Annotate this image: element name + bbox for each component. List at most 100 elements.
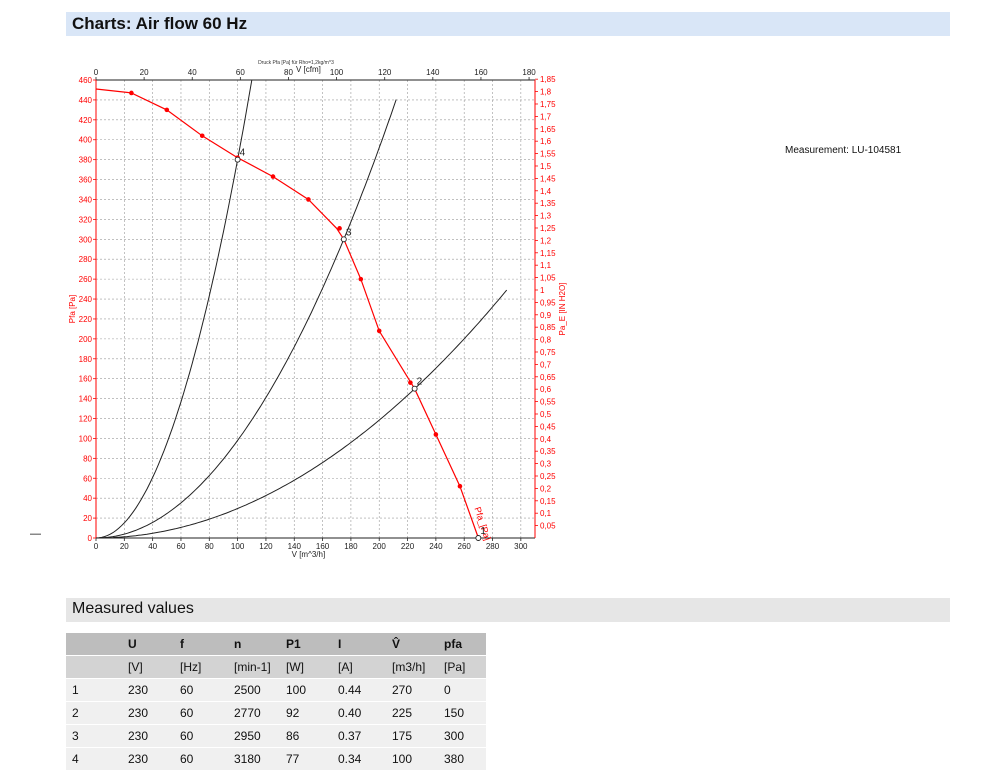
y-tick-label: 220 (79, 315, 93, 324)
y-tick-label: 0 (88, 534, 93, 543)
right-axis-tick-label: 1,45 (540, 174, 556, 183)
table-cell: 2950 (228, 724, 280, 748)
col-header-pfa: pfa (438, 633, 486, 656)
right-axis-tick-label: 1,55 (540, 150, 556, 159)
table-row: 2 230 60 2770 92 0.40 225 150 (66, 701, 486, 725)
x-tick-label: 240 (429, 542, 443, 551)
right-axis-tick-label: 0,95 (540, 298, 556, 307)
y-axis-label: Pfa [Pa] (68, 295, 77, 323)
top-axis-tick-label: 100 (330, 68, 344, 77)
y-tick-label: 320 (79, 215, 93, 224)
airflow-chart: Druck Pfa [Pa] für Rho=1,2kg/m^30 20 40 60 8… (68, 60, 567, 559)
table-cell: 60 (174, 701, 228, 725)
fan-curve-marker (164, 107, 170, 113)
right-axis-tick-label: 0,85 (540, 323, 556, 332)
right-axis-tick-label: 1,35 (540, 199, 556, 208)
right-axis-tick-label: 0,7 (540, 360, 552, 369)
x-tick-label: 260 (458, 542, 472, 551)
y-tick-label: 440 (79, 96, 93, 105)
y-tick-label: 280 (79, 255, 93, 264)
right-axis-label: Pa_E [IN H2O] (558, 283, 567, 336)
top-axis-tick-label: 140 (426, 68, 440, 77)
table-cell: 0.34 (332, 747, 386, 771)
y-tick-label: 100 (79, 434, 93, 443)
x-axis-label: V [m^3/h] (292, 550, 326, 559)
system-curve (95, 80, 253, 539)
unit-cell: [W] (280, 655, 332, 679)
table-row: 1 230 60 2500 100 0.44 270 0 (66, 678, 486, 702)
top-axis-tick-label: 180 (522, 68, 536, 77)
table-cell: 0.44 (332, 678, 386, 702)
table-cell: 86 (280, 724, 332, 748)
y-tick-label: 240 (79, 295, 93, 304)
table-cell: 150 (438, 701, 486, 725)
col-header-v: V̂ (386, 633, 438, 656)
y-tick-label: 180 (79, 355, 93, 364)
table-header-units: [V] [Hz] [min-1] [W] [A] [m3/h] [Pa] (66, 655, 486, 679)
y-tick-label: 20 (83, 514, 92, 523)
right-axis-tick-label: 1,65 (540, 125, 556, 134)
operating-point-marker (411, 385, 418, 392)
y-tick-label: 460 (79, 76, 93, 85)
fan-curve-marker (306, 197, 311, 202)
table-cell: 230 (122, 747, 174, 771)
x-tick-label: 200 (373, 542, 387, 551)
table-cell: 3180 (228, 747, 280, 771)
table-cell: 77 (280, 747, 332, 771)
table-cell: 230 (122, 678, 174, 702)
col-header-u: U (122, 633, 174, 656)
right-axis-tick-label: 0,65 (540, 373, 556, 382)
y-tick-label: 360 (79, 176, 93, 185)
right-axis-tick-label: 1,3 (540, 212, 552, 221)
fan-curve-marker (457, 483, 463, 489)
operating-point-marker (234, 156, 241, 163)
table-cell: 380 (438, 747, 486, 771)
table-cell: 0.40 (332, 701, 386, 725)
table-cell: 2770 (228, 701, 280, 725)
x-tick-label: 100 (231, 542, 245, 551)
operating-point-label: 4 (240, 148, 246, 159)
operating-point-marker (340, 236, 347, 243)
measured-values-table: U f n P1 I V̂ pfa [V] [Hz] [min-1] [W] [… (66, 633, 486, 771)
table-cell: 0.37 (332, 724, 386, 748)
table-cell: 2500 (228, 678, 280, 702)
right-axis-tick-label: 0,4 (540, 435, 552, 444)
x-tick-label: 300 (514, 542, 528, 551)
right-axis-tick-label: 0,6 (540, 385, 552, 394)
right-axis-tick-label: 1,4 (540, 187, 552, 196)
right-axis-tick-label: 0,2 (540, 484, 552, 493)
right-axis-tick-label: 0,55 (540, 398, 556, 407)
right-axis-tick-label: 0,15 (540, 497, 556, 506)
row-index: 3 (66, 724, 122, 748)
table-row: 3 230 60 2950 86 0.37 175 300 (66, 724, 486, 748)
x-tick-label: 120 (259, 542, 273, 551)
y-tick-label: 420 (79, 116, 93, 125)
unit-cell: [m3/h] (386, 655, 438, 679)
x-tick-label: 220 (401, 542, 415, 551)
x-tick-label: 80 (205, 542, 214, 551)
table-row: 4 230 60 3180 77 0.34 100 380 (66, 747, 486, 771)
x-tick-label: 180 (344, 542, 358, 551)
right-axis-tick-label: 0,3 (540, 460, 552, 469)
right-axis-tick-label: 0,5 (540, 410, 552, 419)
right-axis-tick-label: 0,9 (540, 311, 552, 320)
fan-curve-marker (358, 276, 364, 282)
y-tick-label: 40 (83, 494, 92, 503)
fan-curve-marker (199, 133, 205, 139)
unit-cell (66, 655, 122, 679)
right-axis-tick-label: 1,7 (540, 112, 552, 121)
right-axis-tick-label: 0,1 (540, 509, 552, 518)
y-tick-label: 400 (79, 136, 93, 145)
fan-curve-marker (408, 380, 413, 385)
measured-values-title: Measured values (72, 600, 194, 617)
right-axis-tick-label: 1,85 (540, 75, 556, 84)
col-header (66, 633, 122, 656)
unit-cell: [Pa] (438, 655, 486, 679)
y-tick-label: 380 (79, 156, 93, 165)
row-index: 4 (66, 747, 122, 771)
right-axis-tick-label: 1,5 (540, 162, 552, 171)
row-index: 2 (66, 701, 122, 725)
right-axis-tick-label: 1,1 (540, 261, 552, 270)
x-tick-label: 0 (94, 542, 99, 551)
top-axis-label: V [cfm] (296, 65, 321, 74)
